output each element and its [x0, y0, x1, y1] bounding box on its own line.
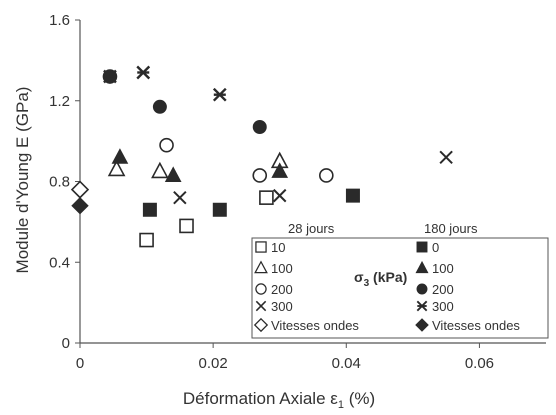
legend-item: 200 — [255, 282, 293, 297]
legend-item-label: 0 — [432, 240, 439, 255]
data-point-triangle-open — [107, 159, 126, 177]
legend-item: 200 — [416, 282, 454, 297]
legend-item-label: 300 — [271, 299, 293, 314]
legend-marker-square-filled — [416, 241, 428, 253]
x-tick-label: 0.02 — [199, 355, 228, 372]
data-point-circle-open — [159, 137, 174, 153]
data-point-circle-filled — [152, 99, 167, 114]
legend-item: Vitesses ondes — [253, 317, 359, 333]
legend-item: 100 — [254, 260, 293, 276]
legend-item: 100 — [415, 260, 454, 276]
data-point-diamond-filled — [71, 197, 89, 215]
legend: 28 jours 180 jours 10 100 200 300 Vitesses ond… — [251, 221, 549, 339]
legend-marker-square-open — [255, 241, 267, 253]
data-point-circle-filled — [252, 119, 267, 134]
legend-item: 300 — [416, 299, 454, 314]
legend-group-title-28: 28 jours — [288, 221, 335, 236]
legend-marker-circle-open — [255, 283, 267, 295]
data-point-asterisk — [136, 65, 151, 80]
legend-item-label: Vitesses ondes — [432, 318, 520, 333]
data-point-diamond-open — [70, 180, 90, 199]
x-tick-label: 0.06 — [465, 355, 494, 372]
data-point-asterisk — [212, 87, 227, 102]
data-point-circle-open — [319, 168, 334, 183]
legend-marker-x — [255, 300, 267, 312]
data-point-square-filled — [212, 202, 227, 217]
legend-item: 0 — [416, 240, 439, 255]
tick-labels: 0 0.4 0.8 1.2 1.6 0 0.02 0.04 0.06 — [49, 12, 494, 372]
axis-labels: Déformation Axiale ε1 (%) Module d'Young… — [13, 87, 375, 411]
legend-marker-triangle-open — [254, 260, 268, 274]
data-point-triangle-filled — [271, 162, 289, 178]
legend-marker-diamond-open — [253, 317, 269, 333]
y-axis-label: Module d'Young E (GPa) — [13, 87, 32, 274]
data-point-triangle-filled — [164, 166, 182, 182]
y-tick-label: 0 — [62, 335, 70, 352]
legend-item: Vitesses ondes — [415, 318, 520, 333]
data-point-triangle-filled — [111, 148, 129, 164]
data-point-square-open — [259, 190, 274, 205]
legend-item-label: 100 — [432, 261, 454, 276]
data-point-square-filled — [142, 202, 157, 217]
data-point-x — [273, 188, 287, 203]
legend-group-title-180: 180 jours — [424, 221, 478, 236]
data-point-asterisk — [103, 69, 117, 84]
data-point-circle-open — [252, 168, 268, 183]
y-tick-label: 1.6 — [49, 12, 70, 29]
data-point-square-open — [179, 218, 194, 234]
legend-item-label: 200 — [271, 282, 293, 297]
data-points — [70, 65, 453, 248]
data-point-square-open — [139, 232, 154, 248]
y-tick-label: 1.2 — [49, 93, 70, 110]
legend-marker-circle-filled — [416, 283, 428, 295]
legend-item: 10 — [255, 240, 285, 255]
x-axis-label: Déformation Axiale ε1 (%) — [183, 389, 375, 410]
legend-item-label: Vitesses ondes — [271, 318, 359, 333]
data-point-x — [173, 190, 187, 205]
x-tick-label: 0 — [76, 355, 84, 372]
x-tick-label: 0.04 — [332, 355, 361, 372]
y-tick-label: 0.4 — [49, 254, 70, 271]
legend-sigma-label: σ3 (kPa) — [354, 269, 407, 289]
y-tick-label: 0.8 — [49, 174, 70, 191]
data-point-triangle-open — [151, 161, 169, 179]
legend-item-label: 300 — [432, 299, 454, 314]
legend-marker-diamond-filled — [415, 318, 429, 332]
legend-item-label: 100 — [271, 261, 293, 276]
legend-item: 300 — [255, 299, 293, 314]
legend-item-label: 10 — [271, 240, 285, 255]
legend-marker-asterisk — [416, 300, 428, 312]
legend-marker-triangle-filled — [415, 260, 429, 274]
data-point-x — [439, 150, 453, 164]
legend-box — [251, 237, 549, 339]
legend-item-label: 200 — [432, 282, 454, 297]
data-point-square-filled — [345, 188, 360, 203]
